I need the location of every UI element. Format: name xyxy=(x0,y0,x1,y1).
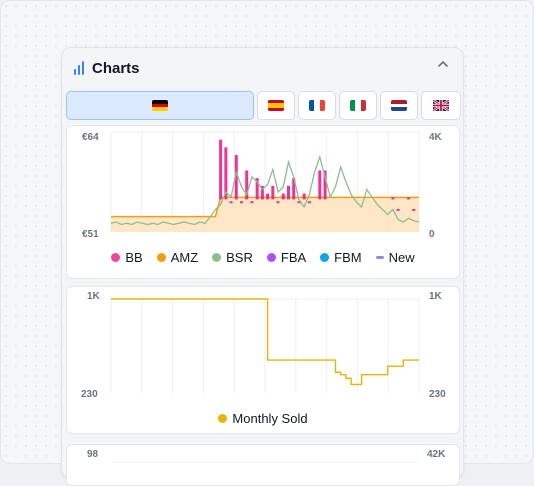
bb-price-mark xyxy=(292,178,296,200)
left-axis-tick-top: €64 xyxy=(82,132,99,143)
market-button-es[interactable] xyxy=(257,91,295,120)
netherlands-flag-icon xyxy=(391,100,407,111)
bb-price-mark xyxy=(240,201,244,204)
legend-marker xyxy=(266,253,276,262)
bb-price-mark xyxy=(250,201,254,204)
chart-legend: BB AMZ BSR FBA FBM New xyxy=(67,250,459,265)
market-button-it[interactable] xyxy=(339,91,377,120)
left-axis-tick-bottom: 230 xyxy=(81,389,98,400)
bb-price-mark xyxy=(307,201,311,204)
market-button-uk[interactable] xyxy=(421,91,461,120)
france-flag-icon xyxy=(309,100,325,111)
bb-price-mark xyxy=(224,147,228,200)
chevron-up-icon[interactable] xyxy=(437,58,449,73)
market-button-de[interactable] xyxy=(66,91,254,120)
bb-price-mark xyxy=(271,185,275,200)
uk-flag-icon xyxy=(433,100,449,111)
bb-price-mark xyxy=(396,208,400,211)
right-axis-tick-top: 1K xyxy=(429,291,443,302)
bb-price-mark xyxy=(245,170,249,200)
monthly-sold-line xyxy=(111,298,419,386)
monthly-sold-chart: 1K 230 1K 230 Monthly Sold xyxy=(66,286,460,434)
monthly-sold-plot[interactable]: 1K 230 1K 230 xyxy=(67,287,459,433)
left-axis-tick-bottom: €51 xyxy=(82,229,99,240)
chart-legend: Monthly Sold xyxy=(67,411,459,426)
price-history-plot[interactable]: €64 €51 4K 0 xyxy=(67,126,459,278)
legend-label: BB xyxy=(125,250,143,265)
left-axis-tick-top: 1K xyxy=(87,291,101,302)
bb-price-mark xyxy=(229,201,233,204)
bb-price-mark xyxy=(323,170,327,200)
legend-item-new[interactable]: New xyxy=(375,250,415,265)
panel-title: Charts xyxy=(92,60,140,77)
legend-marker xyxy=(375,256,384,259)
bb-price-mark xyxy=(255,178,259,200)
bb-price-mark xyxy=(260,185,264,200)
legend-label: FBA xyxy=(280,250,307,265)
third-chart-plot[interactable]: 98 42K xyxy=(67,445,459,485)
bb-price-mark xyxy=(286,185,290,200)
bsr-line xyxy=(110,154,420,226)
legend-label: FBM xyxy=(334,250,362,265)
bb-price-mark xyxy=(276,201,280,204)
charts-panel: Charts xyxy=(61,47,464,486)
legend-marker xyxy=(320,253,330,262)
right-axis-tick-top: 4K xyxy=(429,132,443,143)
legend-label: New xyxy=(388,250,415,265)
bb-price-mark xyxy=(302,193,306,200)
bb-price-mark xyxy=(234,155,238,200)
legend-item-amz[interactable]: AMZ xyxy=(156,250,199,265)
third-chart: 98 42K xyxy=(66,444,460,486)
bar-chart-icon xyxy=(74,61,87,75)
right-axis-tick-top: 42K xyxy=(427,449,446,460)
market-button-nl[interactable] xyxy=(380,91,418,120)
panel-header[interactable]: Charts xyxy=(62,48,463,88)
legend-marker xyxy=(212,253,222,262)
amz-price-line xyxy=(111,196,419,218)
marketplace-selector xyxy=(66,91,461,120)
spain-flag-icon xyxy=(268,100,284,111)
legend-item-monthly-sold[interactable]: Monthly Sold xyxy=(218,411,308,426)
italy-flag-icon xyxy=(350,100,366,111)
bb-price-mark xyxy=(266,193,270,200)
legend-label: BSR xyxy=(226,250,253,265)
price-history-chart: €64 €51 4K 0 BB AMZ BSR FBA FBM New xyxy=(66,125,460,279)
amz-area xyxy=(111,197,419,232)
bb-price-mark xyxy=(297,201,301,204)
bb-price-mark xyxy=(318,170,322,200)
legend-marker xyxy=(111,253,121,262)
bb-price-mark xyxy=(407,197,411,200)
germany-flag-icon xyxy=(152,100,168,111)
bb-price-mark xyxy=(281,193,285,200)
legend-label: AMZ xyxy=(170,250,199,265)
right-axis-tick-bottom: 0 xyxy=(429,229,435,240)
bb-price-mark xyxy=(219,139,223,200)
legend-marker xyxy=(218,414,228,423)
legend-item-fbm[interactable]: FBM xyxy=(320,250,362,265)
market-button-fr[interactable] xyxy=(298,91,336,120)
legend-item-bb[interactable]: BB xyxy=(111,250,143,265)
bb-price-mark xyxy=(412,208,416,211)
left-axis-tick-top: 98 xyxy=(87,449,99,460)
legend-label: Monthly Sold xyxy=(232,411,308,426)
legend-marker xyxy=(156,253,166,262)
legend-item-fba[interactable]: FBA xyxy=(266,250,307,265)
legend-item-bsr[interactable]: BSR xyxy=(212,250,253,265)
right-axis-tick-bottom: 230 xyxy=(429,389,446,400)
bb-price-mark xyxy=(391,197,395,200)
